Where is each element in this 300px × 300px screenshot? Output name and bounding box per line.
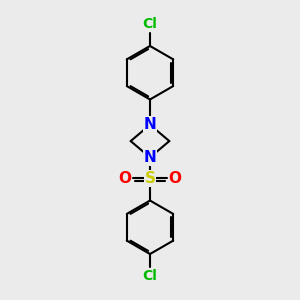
Text: N: N: [144, 117, 156, 132]
Text: N: N: [144, 150, 156, 165]
Text: Cl: Cl: [142, 268, 158, 283]
Text: O: O: [169, 171, 182, 186]
Text: S: S: [145, 171, 155, 186]
Text: Cl: Cl: [142, 17, 158, 32]
Text: O: O: [118, 171, 131, 186]
